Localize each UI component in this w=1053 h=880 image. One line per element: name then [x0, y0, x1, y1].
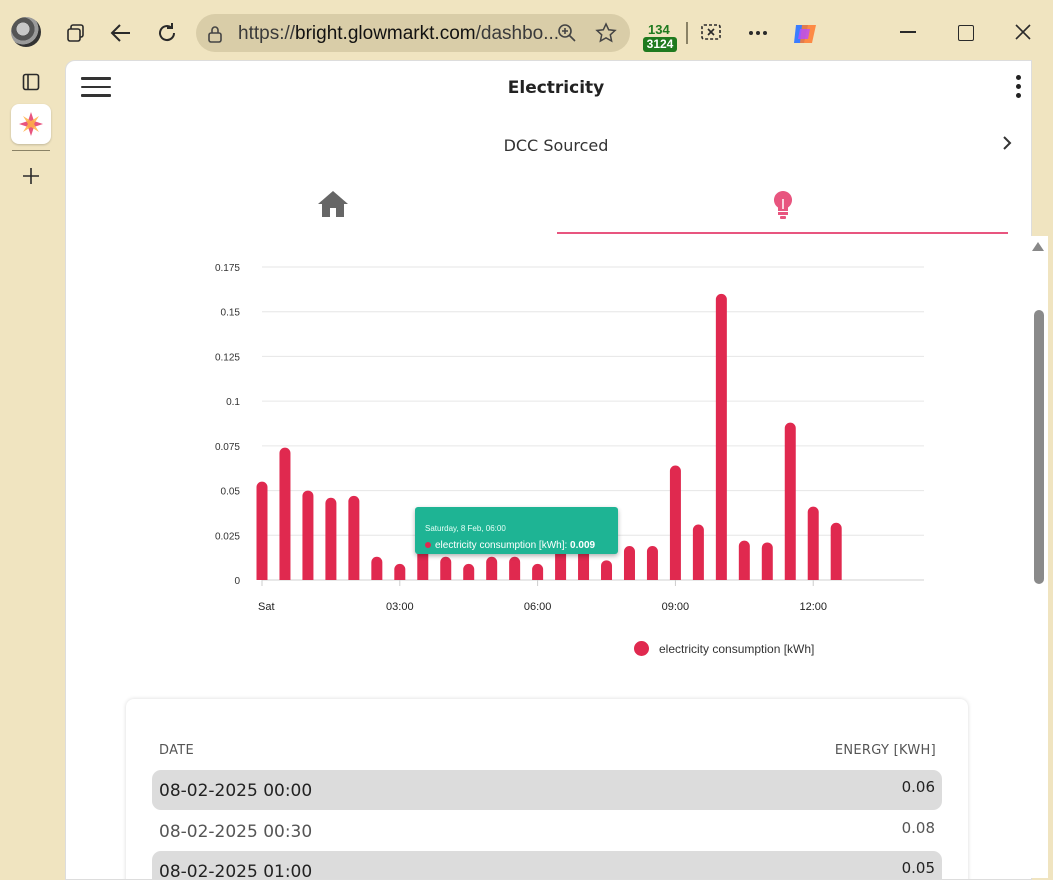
bar	[256, 481, 268, 580]
y-tick-label: 0.075	[215, 442, 240, 453]
table-row: 08-02-2025 01:00 0.05	[152, 851, 942, 880]
bar	[807, 506, 819, 580]
y-tick-label: 0.125	[215, 352, 240, 363]
bar	[371, 556, 383, 580]
header-energy: ENERGY [KWH]	[834, 743, 936, 758]
scrollbar-thumb[interactable]	[1034, 310, 1044, 584]
tooltip-series-line: electricity consumption [kWh]: 0.009	[425, 540, 595, 551]
minimize-icon[interactable]	[900, 31, 916, 33]
app-menu-kebab-icon[interactable]	[1012, 75, 1024, 103]
bar	[761, 542, 773, 580]
header-date: DATE	[159, 743, 195, 758]
y-tick-label: 0	[234, 576, 240, 587]
row-date: 08-02-2025 00:00	[159, 781, 313, 801]
extension-badge[interactable]: 134 3124	[643, 22, 678, 52]
chart-legend-item[interactable]: electricity consumption [kWh]	[634, 641, 814, 656]
row-date: 08-02-2025 00:30	[159, 822, 313, 842]
scroll-up-arrow-icon[interactable]	[1032, 242, 1044, 251]
tooltip-series-label: electricity consumption [kWh]:	[435, 540, 568, 551]
lock-icon[interactable]	[206, 25, 224, 43]
profile-avatar[interactable]	[11, 17, 41, 47]
bar	[738, 540, 750, 580]
page-content: Electricity DCC Sourced 0 0.025 0.05 0.075 0…	[65, 60, 1032, 880]
toolbar-divider	[686, 22, 688, 44]
bar	[555, 546, 567, 580]
tab-lightbulb-icon[interactable]	[771, 189, 795, 223]
refresh-icon[interactable]	[154, 21, 180, 45]
url-text[interactable]: https://bright.glowmarkt.com/dashbo...	[238, 23, 560, 44]
consumption-bar-chart: 0 0.025 0.05 0.075 0.1 0.125 0.15 0.175 Sat 03:00…	[215, 263, 924, 613]
bar	[348, 495, 360, 580]
bar	[715, 293, 727, 580]
bar	[646, 546, 658, 580]
new-tab-plus-icon[interactable]	[20, 165, 42, 187]
bar	[830, 522, 842, 580]
bar	[784, 422, 796, 580]
bar	[692, 524, 704, 580]
tooltip-date: Saturday, 8 Feb, 06:00	[425, 524, 506, 533]
x-tick-label: 09:00	[662, 601, 690, 613]
data-source-label: DCC Sourced	[503, 136, 609, 155]
maximize-icon[interactable]	[958, 25, 974, 41]
y-tick-label: 0.025	[215, 531, 240, 542]
row-energy: 0.08	[901, 819, 935, 837]
close-window-icon[interactable]	[1013, 22, 1033, 42]
y-tick-label: 0.15	[221, 308, 241, 319]
bar	[532, 563, 544, 580]
legend-dot	[634, 641, 649, 656]
x-tick-label: 12:00	[799, 601, 827, 613]
chart-tooltip: Saturday, 8 Feb, 06:00 electricity consu…	[415, 507, 618, 554]
chevron-right-icon[interactable]	[1001, 134, 1013, 157]
bar	[669, 465, 681, 580]
vertical-tab-rail	[0, 62, 62, 878]
tab-home-icon[interactable]	[316, 188, 350, 222]
browser-titlebar: https://bright.glowmarkt.com/dashbo... 1…	[0, 0, 1053, 62]
legend-label: electricity consumption [kWh]	[659, 641, 815, 656]
y-tick-label: 0.1	[226, 397, 240, 408]
active-tab-favicon[interactable]	[11, 104, 51, 144]
copilot-icon[interactable]	[790, 19, 820, 49]
y-tick-label: 0.05	[221, 487, 241, 498]
bar	[486, 556, 498, 580]
favorite-star-icon[interactable]	[595, 22, 617, 44]
bar	[394, 563, 406, 580]
screenshot-tool-icon[interactable]	[699, 21, 723, 45]
bar	[302, 490, 314, 580]
zoom-icon[interactable]	[557, 23, 577, 43]
y-tick-label: 0.175	[215, 263, 240, 274]
x-tick-label: 03:00	[386, 601, 414, 613]
x-tick-label: Sat	[258, 601, 275, 613]
more-options-icon[interactable]	[745, 21, 771, 45]
table-row: 08-02-2025 00:30 0.08	[152, 811, 942, 851]
table-row: 08-02-2025 00:00 0.06	[152, 770, 942, 810]
tooltip-series-dot	[425, 542, 431, 548]
tooltip-value: 0.009	[570, 540, 596, 551]
rail-divider	[12, 150, 50, 151]
bar	[623, 546, 635, 580]
bar	[325, 497, 337, 580]
back-arrow-icon[interactable]	[108, 21, 134, 45]
address-bar[interactable]: https://bright.glowmarkt.com/dashbo...	[196, 14, 630, 52]
page-title: Electricity	[507, 78, 605, 98]
row-energy: 0.06	[901, 778, 935, 796]
readings-table-card: DATE ENERGY [KWH] 08-02-2025 00:00 0.06 …	[126, 699, 968, 880]
bar	[578, 546, 590, 580]
bar	[279, 447, 291, 580]
x-tick-label: 06:00	[524, 601, 552, 613]
tab-actions-icon[interactable]	[64, 21, 88, 45]
row-energy: 0.05	[901, 859, 935, 877]
bar	[509, 556, 521, 580]
active-tab-indicator	[557, 232, 1008, 234]
bar	[463, 563, 475, 580]
sidebar-toggle-icon[interactable]	[21, 72, 41, 92]
row-date: 08-02-2025 01:00	[159, 862, 313, 880]
bar	[601, 560, 613, 580]
hamburger-menu-icon[interactable]	[81, 77, 111, 99]
bar	[440, 556, 452, 580]
